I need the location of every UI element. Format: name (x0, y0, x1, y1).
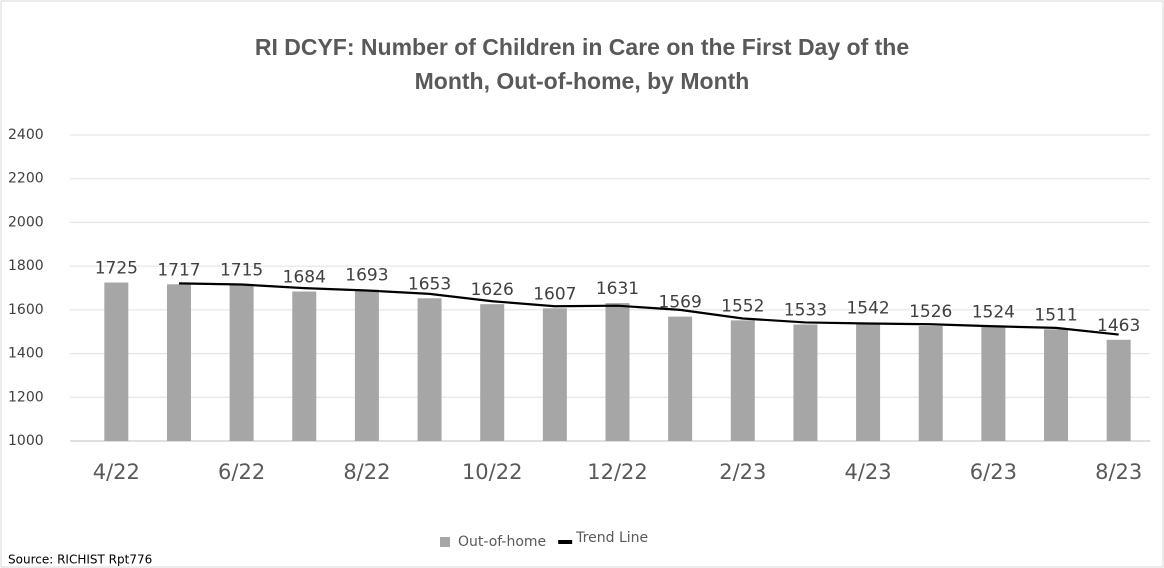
data-label: 1715 (220, 261, 263, 281)
bar (668, 316, 693, 441)
data-label: 1569 (659, 293, 702, 313)
data-label: 1524 (972, 302, 1015, 322)
data-label: 1542 (846, 299, 889, 319)
data-label: 1653 (408, 274, 451, 294)
x-tick-label: 8/22 (343, 460, 390, 484)
bar (793, 324, 818, 441)
bar (542, 308, 567, 441)
data-label: 1717 (157, 260, 200, 280)
bar (1044, 329, 1069, 441)
y-tick-label: 2200 (8, 171, 44, 187)
bar (417, 298, 442, 441)
y-tick-label: 1800 (8, 258, 44, 274)
x-tick-label: 4/23 (845, 460, 892, 484)
bar (480, 304, 505, 441)
bar (229, 284, 254, 441)
bar (856, 322, 881, 441)
data-label: 1552 (721, 296, 764, 316)
y-tick-label: 1000 (8, 433, 44, 449)
chart-title: RI DCYF: Number of Children in Care on t… (254, 34, 910, 94)
data-label: 1526 (909, 302, 952, 322)
x-tick-label: 2/23 (719, 460, 766, 484)
bar (730, 320, 755, 441)
source: Source: RICHIST Rpt776 (8, 553, 152, 567)
y-tick-label: 1200 (8, 389, 44, 405)
data-label: 1463 (1097, 316, 1140, 336)
bar (918, 326, 943, 441)
legend-label: Trend Line (575, 530, 648, 546)
legend-label: Out-of-home (458, 534, 546, 550)
x-tick-label: 4/22 (93, 460, 140, 484)
legend-swatch (558, 540, 573, 544)
x-tick-label: 8/23 (1095, 460, 1142, 484)
y-tick-label: 1600 (8, 302, 44, 318)
data-label: 1631 (596, 279, 639, 299)
x-tick-label: 6/23 (970, 460, 1017, 484)
data-label: 1626 (471, 280, 514, 300)
x-tick-label: 12/22 (587, 460, 648, 484)
data-label: 1725 (95, 259, 138, 279)
x-tick-label: 6/22 (218, 460, 265, 484)
legend-swatch (440, 537, 450, 547)
data-label: 1533 (784, 301, 827, 321)
bar (1106, 339, 1131, 441)
data-label: 1684 (283, 267, 326, 287)
bar (981, 326, 1006, 441)
y-tick-label: 2400 (8, 127, 44, 143)
y-tick-label: 2000 (8, 214, 44, 230)
bar (104, 282, 129, 441)
bar (605, 303, 630, 441)
bar (354, 289, 379, 441)
data-label: 1693 (345, 266, 388, 286)
x-tick-label: 10/22 (462, 460, 523, 484)
data-label: 1511 (1034, 305, 1077, 325)
bar (292, 291, 317, 441)
y-tick-label: 1400 (8, 346, 44, 362)
data-label: 1607 (533, 284, 576, 304)
bar (166, 284, 191, 441)
trend-line (178, 282, 1119, 336)
